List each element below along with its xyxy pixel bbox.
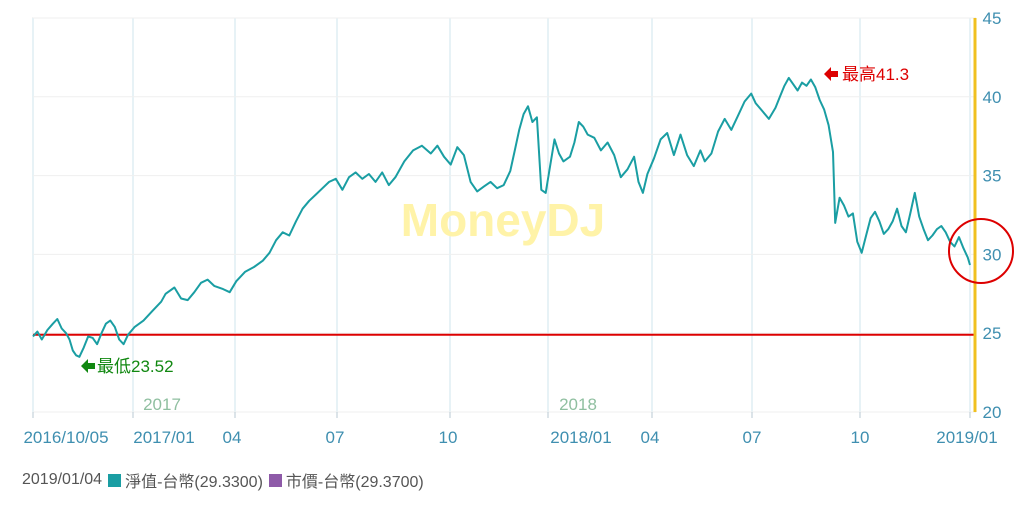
legend-nav: 淨值-台幣(29.3300) bbox=[125, 474, 263, 491]
x-tick-labels: 2016/10/05 2017/01 04 07 10 2018/01 04 07 10 2019… bbox=[23, 412, 998, 447]
max-annotation: 最高41.3 bbox=[824, 65, 909, 84]
x-tick-label: 2019/01 bbox=[936, 428, 997, 447]
y-tick-label: 45 bbox=[983, 9, 1002, 28]
nav-line-chart: MoneyDJ 2017 2018 2016/10/05 2017/01 04 07 10… bbox=[23, 9, 1014, 447]
year-label: 2017 bbox=[143, 395, 181, 414]
min-annotation: 最低23.52 bbox=[81, 357, 174, 376]
y-tick-label: 20 bbox=[983, 403, 1002, 422]
y-tick-label: 30 bbox=[983, 245, 1002, 264]
max-label: 最高41.3 bbox=[842, 65, 909, 84]
y-tick-labels: 20 25 30 35 40 45 bbox=[983, 9, 1002, 422]
min-label: 最低23.52 bbox=[97, 357, 174, 376]
x-tick-label: 10 bbox=[851, 428, 870, 447]
legend-date: 2019/01/04 bbox=[22, 471, 103, 488]
year-labels: 2017 2018 bbox=[143, 395, 597, 414]
x-tick-label: 07 bbox=[326, 428, 345, 447]
price-swatch bbox=[268, 473, 282, 487]
max-arrow-icon bbox=[824, 67, 838, 81]
nav-swatch bbox=[108, 473, 122, 487]
y-tick-label: 35 bbox=[983, 167, 1002, 186]
nav-series-line bbox=[32, 76, 971, 358]
x-tick-label: 04 bbox=[641, 428, 660, 447]
legend-price: 市價-台幣(29.3700) bbox=[285, 474, 424, 491]
year-label: 2018 bbox=[559, 395, 597, 414]
watermark: MoneyDJ bbox=[401, 194, 605, 246]
x-tick-label: 2016/10/05 bbox=[23, 428, 108, 447]
y-tick-label: 40 bbox=[983, 88, 1002, 107]
current-value-circle bbox=[948, 218, 1014, 284]
x-tick-label: 2018/01 bbox=[550, 428, 611, 447]
min-arrow-icon bbox=[81, 359, 95, 373]
y-tick-label: 25 bbox=[983, 324, 1002, 343]
x-tick-label: 04 bbox=[223, 428, 242, 447]
x-tick-label: 07 bbox=[743, 428, 762, 447]
x-tick-label: 10 bbox=[439, 428, 458, 447]
grid bbox=[32, 17, 976, 413]
legend: 2019/01/04 淨值-台幣(29.3300) 市價-台幣(29.3700) bbox=[22, 468, 424, 492]
x-tick-label: 2017/01 bbox=[133, 428, 194, 447]
